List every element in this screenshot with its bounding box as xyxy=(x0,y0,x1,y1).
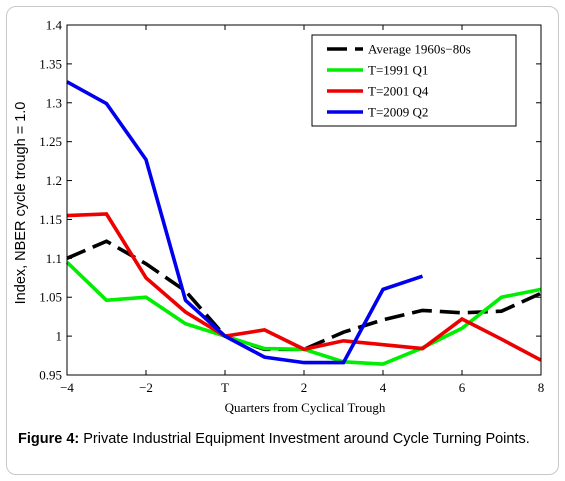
caption-label: Figure 4: xyxy=(18,431,80,447)
y-tick-label: 1.4 xyxy=(46,18,63,33)
x-tick-label: 6 xyxy=(459,380,466,395)
y-tick-label: 1.3 xyxy=(46,95,62,110)
y-tick-label: 1.1 xyxy=(46,251,62,266)
x-tick-label: −4 xyxy=(60,380,74,395)
series-layer xyxy=(65,80,542,366)
series-line-1 xyxy=(66,239,542,352)
legend: Average 1960s−80s T=1991 Q1 T=2001 Q4 T=200… xyxy=(311,34,517,127)
y-tick-label: 1.15 xyxy=(39,212,62,227)
x-tick-label: −2 xyxy=(139,380,153,395)
figure-caption: Figure 4: Private Industrial Equipment I… xyxy=(18,430,545,448)
y-tick-label: 1 xyxy=(56,329,63,344)
x-tick-label: 2 xyxy=(301,380,308,395)
legend-label-4: T=2009 Q2 xyxy=(368,105,428,120)
caption-text: Private Industrial Equipment Investment … xyxy=(79,431,530,447)
line-chart: −4 −2 T 2 4 6 8 0.95 1 1.05 1.1 1.15 1.2 1.25 1.3 1.35 1… xyxy=(13,18,544,416)
y-axis-label: Index, NBER cycle trough = 1.0 xyxy=(13,102,29,305)
y-tick-label: 1.35 xyxy=(39,56,62,71)
x-tick-label: T xyxy=(221,380,229,395)
legend-label-1: Average 1960s−80s xyxy=(368,42,471,57)
axes-layer: −4 −2 T 2 4 6 8 0.95 1 1.05 1.1 1.15 1.2 1.25 1.3 1.35 1… xyxy=(39,18,544,396)
x-tick-label: 4 xyxy=(380,380,387,395)
legend-label-3: T=2001 Q4 xyxy=(368,84,429,99)
series-line-3 xyxy=(66,212,542,362)
y-tick-label: 1.05 xyxy=(39,290,62,305)
x-axis-label: Quarters from Cyclical Trough xyxy=(225,400,386,415)
legend-label-2: T=1991 Q1 xyxy=(368,63,428,78)
y-tick-label: 1.25 xyxy=(39,134,62,149)
y-tick-label: 0.95 xyxy=(39,368,62,383)
x-tick-label: 8 xyxy=(538,380,545,395)
y-tick-label: 1.2 xyxy=(46,173,62,188)
series-line-4 xyxy=(66,80,424,365)
